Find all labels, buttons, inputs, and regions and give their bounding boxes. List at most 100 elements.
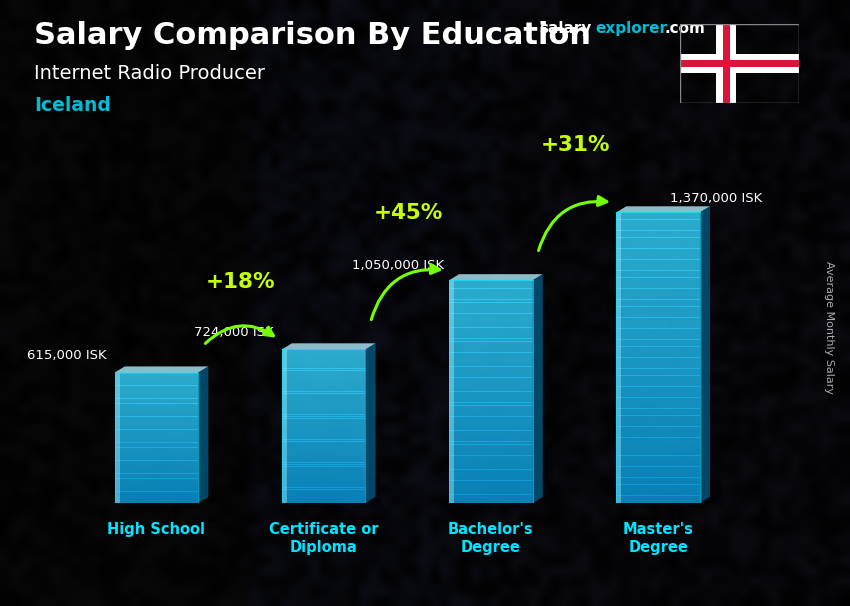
FancyArrowPatch shape (539, 196, 607, 250)
Bar (616, 390, 700, 394)
Bar (717, 24, 736, 103)
Bar (282, 436, 366, 438)
Bar (282, 395, 366, 398)
Bar (616, 451, 700, 456)
Bar (282, 350, 287, 503)
Bar (282, 405, 366, 407)
Bar (449, 491, 533, 494)
Bar (449, 478, 533, 481)
Bar (616, 292, 700, 296)
Bar (115, 382, 198, 384)
Bar (616, 379, 700, 383)
FancyArrowPatch shape (371, 265, 439, 319)
Bar (282, 441, 366, 444)
Bar (282, 349, 366, 351)
Bar (282, 403, 366, 405)
Bar (616, 216, 700, 219)
Bar (616, 347, 700, 350)
Bar (449, 355, 533, 358)
Bar (115, 480, 198, 482)
Polygon shape (700, 206, 710, 503)
Bar (282, 361, 366, 363)
Bar (282, 459, 366, 461)
Bar (449, 464, 533, 467)
Bar (115, 408, 198, 410)
Text: +18%: +18% (207, 271, 275, 291)
Bar (115, 468, 198, 470)
Bar (616, 318, 700, 321)
Bar (115, 452, 198, 454)
Bar (449, 347, 533, 350)
Bar (282, 451, 366, 453)
Bar (449, 483, 533, 486)
Bar (115, 395, 198, 397)
Bar (115, 393, 198, 395)
Polygon shape (366, 344, 376, 503)
Bar (115, 475, 198, 477)
Bar (282, 501, 366, 503)
Bar (616, 459, 700, 463)
FancyArrowPatch shape (206, 326, 274, 344)
Bar (616, 484, 700, 488)
Bar (282, 461, 366, 462)
Text: +31%: +31% (541, 135, 610, 155)
Bar (282, 453, 366, 455)
Text: Certificate or
Diploma: Certificate or Diploma (269, 522, 378, 555)
Bar (449, 408, 533, 411)
Bar (282, 424, 366, 426)
Bar (616, 241, 700, 245)
Bar (449, 291, 533, 294)
Bar (449, 283, 533, 286)
Bar (282, 408, 366, 411)
Bar (449, 344, 533, 347)
Bar (115, 385, 198, 387)
Bar (616, 350, 700, 354)
Bar (115, 378, 198, 379)
Bar (115, 402, 198, 404)
Bar (449, 339, 533, 342)
Bar (282, 464, 366, 467)
Bar (616, 281, 700, 285)
Bar (616, 285, 700, 288)
Bar (282, 476, 366, 478)
Bar (449, 394, 533, 397)
Bar (449, 469, 533, 472)
Text: Bachelor's
Degree: Bachelor's Degree (448, 522, 534, 555)
Polygon shape (115, 367, 208, 373)
Bar (115, 425, 198, 427)
Bar (449, 436, 533, 439)
Bar (680, 61, 799, 67)
Bar (115, 387, 198, 389)
Bar (115, 487, 198, 488)
Bar (449, 428, 533, 431)
Bar (115, 498, 198, 500)
Bar (282, 418, 366, 421)
Bar (282, 372, 366, 375)
Bar (616, 462, 700, 467)
Bar (449, 386, 533, 389)
Bar (616, 434, 700, 438)
Bar (282, 393, 366, 396)
Bar (115, 447, 198, 449)
Bar (449, 453, 533, 456)
Bar (115, 411, 198, 413)
Bar (449, 411, 533, 414)
Bar (282, 420, 366, 422)
Bar (115, 461, 198, 462)
Bar (115, 459, 198, 461)
Bar (449, 302, 533, 305)
Bar (449, 333, 533, 336)
Bar (616, 238, 700, 241)
Bar (115, 439, 198, 441)
Bar (449, 380, 533, 383)
Bar (449, 414, 533, 417)
Bar (115, 482, 198, 484)
Bar (616, 212, 700, 216)
Bar (449, 467, 533, 470)
Bar (115, 381, 198, 382)
Bar (282, 430, 366, 432)
Bar (115, 446, 198, 448)
Bar (115, 470, 198, 472)
Bar (282, 478, 366, 480)
Bar (449, 383, 533, 386)
